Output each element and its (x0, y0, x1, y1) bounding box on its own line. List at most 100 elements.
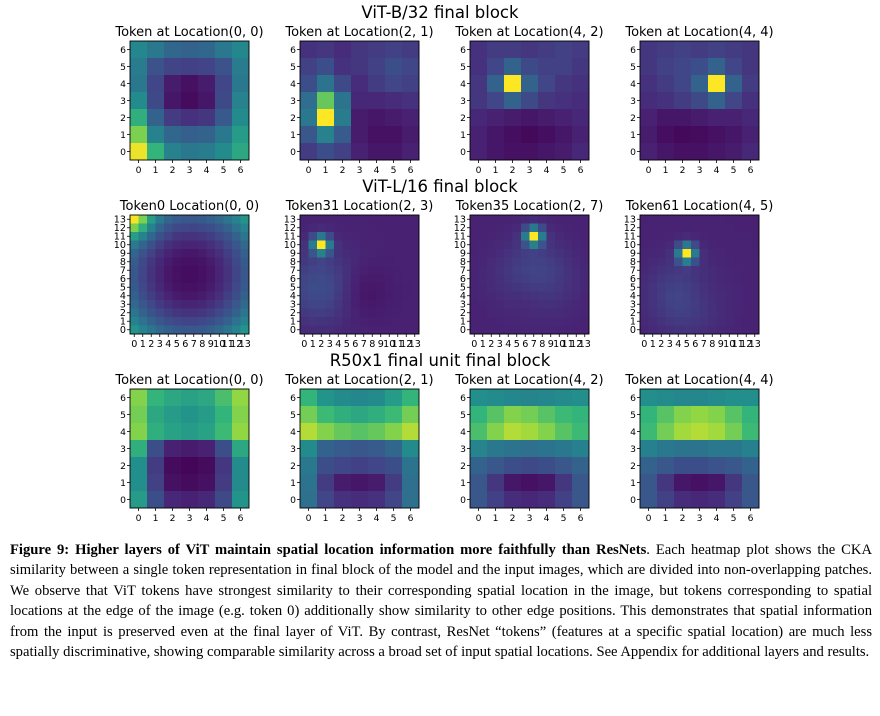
heatmap-cell (555, 457, 573, 475)
heatmap-cell (164, 440, 182, 458)
heatmap-cell (555, 109, 573, 127)
heatmap-cell (657, 274, 666, 284)
heatmap-cell (555, 92, 573, 110)
heatmap-cell (198, 249, 207, 258)
heatmap-cell (555, 423, 573, 441)
x-tick-label: 0 (306, 165, 312, 176)
heatmap-cell (206, 291, 216, 301)
heatmap-cell (181, 92, 199, 110)
heatmap-cell (198, 143, 216, 161)
heatmap-cell (368, 257, 377, 267)
x-tick-label: 6 (522, 339, 528, 350)
heatmap-cell (529, 325, 539, 335)
heatmap-cell (155, 266, 165, 275)
heatmap-cell (495, 249, 505, 258)
heatmap-cell (725, 317, 734, 326)
heatmap-cell (317, 274, 326, 284)
heatmap-cell (504, 300, 513, 309)
heatmap-cell (504, 257, 513, 267)
x-tick-label: 13 (749, 339, 761, 350)
heatmap-cell (164, 58, 182, 76)
heatmap-cell (521, 325, 530, 335)
y-tick-label: 1 (630, 478, 636, 489)
heatmap-cell (580, 317, 590, 326)
heatmap-cell (368, 325, 377, 335)
heatmap-cell (691, 491, 709, 509)
heatmap-cell (691, 41, 709, 59)
heatmap-cell (750, 215, 760, 224)
caption-lead: Figure 9: Higher layers of ViT maintain … (10, 542, 647, 558)
heatmap-cell (640, 232, 649, 241)
heatmap-cell (691, 300, 700, 309)
y-tick-label: 0 (460, 147, 466, 158)
y-tick-label: 8 (630, 257, 636, 268)
heatmap-cell (733, 283, 743, 292)
heatmap-cell (657, 232, 666, 241)
heatmap-cell (359, 308, 369, 318)
heatmap-cell (691, 143, 709, 161)
heatmap-cell (682, 317, 692, 326)
group-title: R50x1 final unit final block (330, 351, 551, 370)
heatmap-cell (504, 58, 522, 76)
heatmap-cell (147, 240, 156, 250)
heatmap-cell (699, 240, 709, 250)
heatmap-cell (342, 325, 352, 335)
heatmap-cell (708, 283, 717, 292)
heatmap-cell (725, 457, 743, 475)
y-tick-label: 7 (460, 266, 466, 277)
heatmap-cell (538, 457, 556, 475)
y-tick-label: 6 (290, 393, 296, 404)
heatmap-cell (657, 223, 666, 233)
y-tick-label: 3 (290, 444, 296, 455)
heatmap-cell (657, 325, 666, 335)
heatmap-cell (351, 240, 360, 250)
heatmap-cell (138, 300, 148, 309)
heatmap-cell (691, 283, 700, 292)
heatmap-cell (402, 215, 411, 224)
heatmap-cell (538, 389, 556, 407)
heatmap-cell (402, 249, 411, 258)
heatmap-cell (155, 232, 165, 241)
y-tick-label: 4 (630, 427, 636, 438)
heatmap-cell (215, 457, 233, 475)
y-tick-label: 3 (460, 444, 466, 455)
x-tick-label: 3 (667, 339, 673, 350)
x-tick-label: 6 (748, 165, 754, 176)
heatmap-cell (164, 126, 182, 144)
heatmap-cell (470, 389, 488, 407)
heatmap-cell (300, 423, 318, 441)
y-tick-label: 3 (460, 300, 466, 311)
x-tick-label: 1 (663, 165, 669, 176)
heatmap-cell (640, 126, 658, 144)
heatmap-cell (555, 325, 564, 335)
heatmap-cell (665, 240, 675, 250)
x-tick-label: 8 (709, 339, 715, 350)
heatmap-cell (385, 58, 403, 76)
panel-title: Token at Location(0, 0) (114, 373, 263, 388)
heatmap-cell (130, 92, 148, 110)
y-tick-label: 0 (460, 495, 466, 506)
heatmap-cell (300, 41, 318, 59)
heatmap-cell (172, 232, 182, 241)
heatmap-cell (215, 291, 224, 301)
heatmap-cell (393, 240, 403, 250)
panel-title: Token at Location(4, 4) (624, 373, 773, 388)
heatmap-cell (147, 249, 156, 258)
heatmap-cell (189, 300, 199, 309)
heatmap-cell (538, 92, 556, 110)
heatmap-cell (232, 223, 241, 233)
x-tick-label: 0 (136, 165, 142, 176)
heatmap-cell (308, 308, 318, 318)
heatmap-cell (223, 223, 233, 233)
heatmap-cell (742, 232, 751, 241)
x-tick-label: 1 (493, 513, 499, 524)
heatmap-cell (733, 325, 743, 335)
heatmap-cell (538, 300, 547, 309)
x-tick-label: 10 (553, 339, 565, 350)
heatmap-cell (691, 240, 700, 250)
heatmap-cell (215, 317, 224, 326)
heatmap-cell (691, 308, 700, 318)
heatmap-cell (555, 75, 573, 93)
heatmap-cell (198, 317, 207, 326)
